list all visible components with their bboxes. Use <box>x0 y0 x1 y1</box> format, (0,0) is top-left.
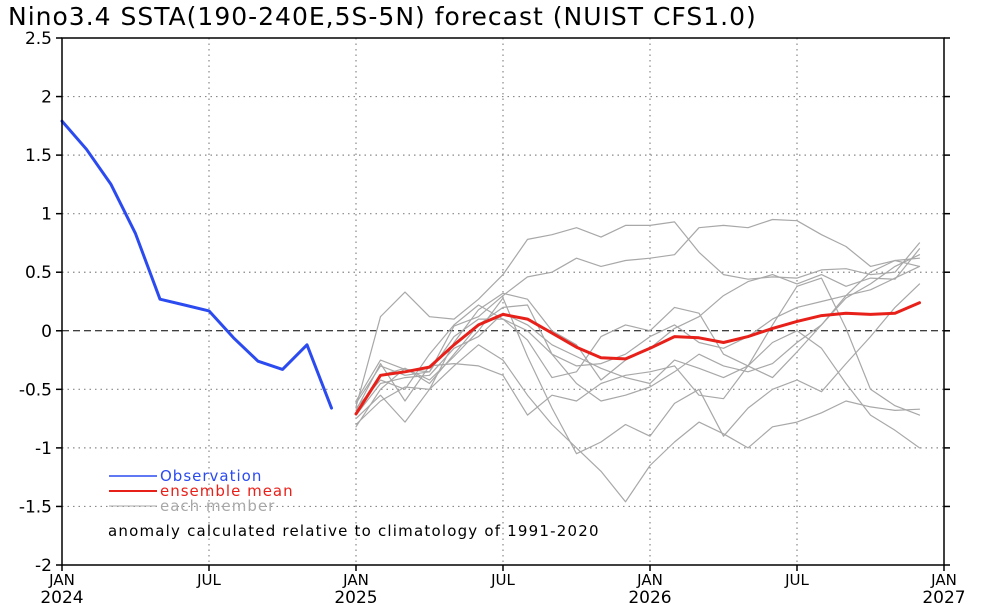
x-tick-month-label: JAN <box>48 571 75 589</box>
ensemble-mean-series-line <box>354 301 921 416</box>
x-tick-year-label: 2026 <box>628 588 671 605</box>
y-axis-ticks: -2 -1.5 -1 -0.5 0 0.5 1 1.5 2 2.5 <box>19 29 950 576</box>
grid-lines <box>62 38 944 565</box>
legend-observation-label: Observation <box>160 467 262 485</box>
observation-line <box>60 119 333 410</box>
x-tick-month-label: JUL <box>784 571 809 589</box>
climatology-annotation: anomaly calculated relative to climatolo… <box>108 522 600 540</box>
member-series-line <box>355 248 921 426</box>
y-tick-label: 2 <box>41 88 52 108</box>
y-tick-label: -2 <box>35 556 52 576</box>
x-tick-year-label: 2024 <box>40 588 83 605</box>
member-series-line <box>355 283 921 455</box>
y-tick-label: 2.5 <box>25 29 52 49</box>
x-tick-month-label: JUL <box>196 571 221 589</box>
y-tick-label: -1.5 <box>19 497 52 517</box>
x-tick-year-label: 2025 <box>334 588 377 605</box>
x-tick-year-label: 2027 <box>922 588 965 605</box>
member-series-line <box>355 277 921 416</box>
observation-series-line <box>60 119 333 410</box>
member-series-line <box>355 218 921 402</box>
x-tick-month-label: JAN <box>930 571 957 589</box>
y-tick-label: 1 <box>41 205 52 225</box>
legend-ensemble-mean-label: ensemble mean <box>160 482 294 500</box>
x-tick-month-label: JUL <box>490 571 515 589</box>
member-series-line <box>355 259 921 416</box>
legend: Observation ensemble mean each member <box>109 467 294 515</box>
legend-member-label: each member <box>160 497 275 515</box>
member-series-line <box>355 312 921 449</box>
y-tick-label: 1.5 <box>25 146 52 166</box>
ensemble-mean-line <box>354 301 921 416</box>
x-tick-month-label: JAN <box>636 571 663 589</box>
y-tick-label: 0.5 <box>25 263 52 283</box>
member-lines <box>355 218 921 503</box>
member-series-line <box>355 265 921 409</box>
member-series-line <box>355 344 921 503</box>
chart-title: Nino3.4 SSTA(190-240E,5S-5N) forecast (N… <box>8 2 757 31</box>
x-tick-month-label: JAN <box>342 571 369 589</box>
y-tick-label: -1 <box>35 439 52 459</box>
y-tick-label: -0.5 <box>19 380 52 400</box>
y-tick-label: 0 <box>41 322 52 342</box>
member-series-line <box>355 221 921 408</box>
